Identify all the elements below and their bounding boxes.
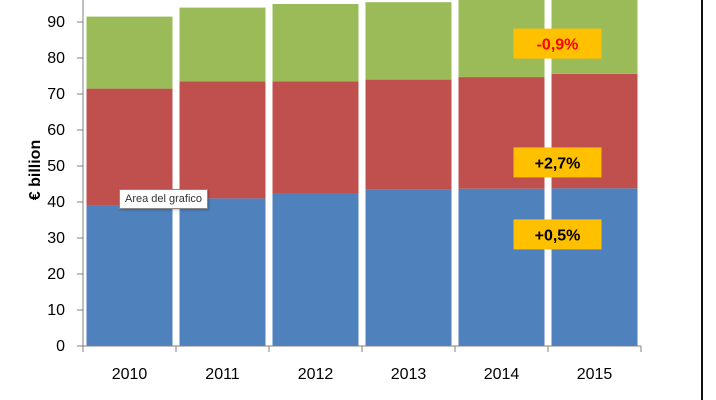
x-tick-label: 2011 (205, 366, 240, 383)
y-tick-label: 70 (47, 86, 65, 103)
annotations: -0,9% +2,7% +0,5% (513, 28, 602, 250)
y-tick-label: 0 (56, 338, 65, 355)
bar-2015-segment-1 (551, 188, 638, 346)
x-tick-label: 2012 (298, 366, 334, 383)
axes (82, 0, 642, 352)
bar-2010-segment-1 (86, 205, 173, 346)
chart-area-tooltip: Area del grafico (119, 189, 209, 209)
x-tick-label: 2010 (112, 366, 148, 383)
y-tick-label: 80 (47, 50, 65, 67)
bar-2012-segment-1 (272, 193, 359, 346)
annotation-box (513, 147, 602, 178)
bar-2011-segment-2 (179, 81, 266, 199)
bar-2013-segment-2 (365, 79, 452, 190)
bar-2013-segment-1 (365, 189, 452, 346)
bar-2013-segment-3 (365, 2, 452, 80)
y-tick-label: 40 (47, 194, 65, 211)
annotation-label: -0,9% (513, 28, 602, 59)
bar-2010-segment-3 (86, 16, 173, 89)
y-tick-label: 90 (47, 14, 65, 31)
y-tick-label: 50 (47, 158, 65, 175)
y-tick-label: 20 (47, 266, 65, 283)
bar-2011-segment-3 (179, 7, 266, 82)
annotation-text: -0,9% (537, 37, 579, 54)
x-tick-label: 2015 (577, 366, 613, 383)
bar-2014-segment-1 (458, 188, 545, 346)
y-axis-ticks: 0 10 20 30 40 50 60 70 80 90 (47, 14, 83, 355)
x-tick-label: 2014 (484, 366, 520, 383)
annotation-label: +2,7% (513, 147, 602, 178)
annotation-label: +0,5% (513, 219, 602, 250)
annotation-box (513, 28, 602, 59)
bar-2012-segment-2 (272, 81, 359, 193)
x-axis-ticks: 2010 2011 2012 2013 2014 2015 (112, 366, 613, 383)
y-tick-label: 10 (47, 302, 65, 319)
annotation-text: +0,5% (535, 227, 581, 244)
bar-2012-segment-3 (272, 4, 359, 82)
y-axis-label: € billion (27, 140, 44, 200)
y-tick-label: 30 (47, 230, 65, 247)
y-tick-label: 60 (47, 122, 65, 139)
bars (86, 0, 638, 346)
bar-2011-segment-1 (179, 198, 266, 346)
annotation-text: +2,7% (535, 155, 581, 172)
chart-border (701, 0, 703, 400)
x-tick-label: 2013 (391, 366, 427, 383)
annotation-box (513, 219, 602, 250)
bar-2010-segment-2 (86, 88, 173, 206)
